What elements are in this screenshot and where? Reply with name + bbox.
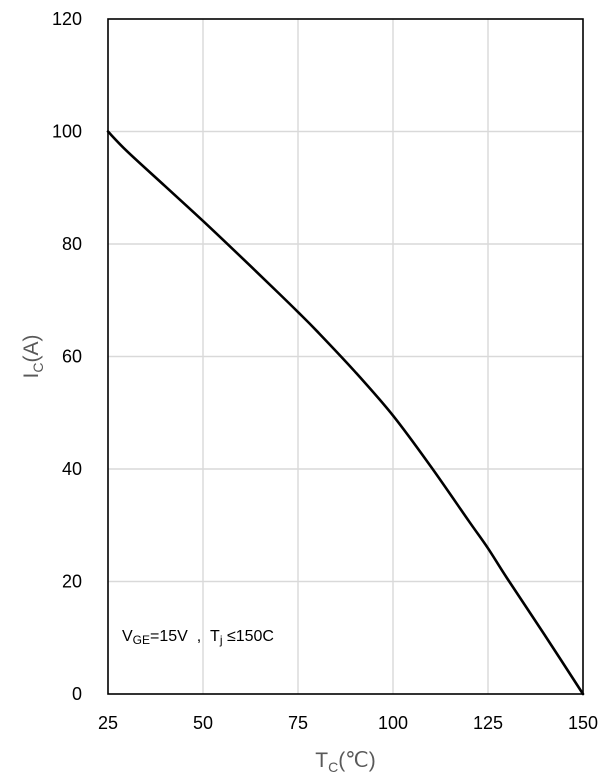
grid-lines (108, 19, 583, 694)
annotation-mid: =15V , T (150, 628, 220, 645)
y-tick-label: 100 (52, 122, 82, 142)
y-axis-title-sub: C (30, 363, 46, 373)
annotation-v: V (122, 628, 133, 645)
x-axis-title-sub: C (328, 759, 338, 775)
x-tick-label: 150 (568, 713, 598, 733)
series-layer (106, 130, 585, 696)
annotation-end: ≤150C (223, 628, 274, 645)
x-axis-title-rest: (℃) (338, 749, 376, 772)
x-axis-title: TC(℃) (315, 749, 376, 775)
x-tick-label: 75 (288, 713, 308, 733)
y-tick-label: 0 (72, 684, 82, 704)
y-tick-label: 20 (62, 572, 82, 592)
y-tick-label: 120 (52, 9, 82, 29)
x-tick-label: 100 (378, 713, 408, 733)
plot-frame (107, 18, 584, 695)
x-axis-title-main: T (315, 749, 328, 772)
x-tick-label: 50 (193, 713, 213, 733)
x-tick-label: 125 (473, 713, 503, 733)
y-tick-label: 80 (62, 234, 82, 254)
x-tick-label: 25 (98, 713, 118, 733)
series-line (106, 130, 585, 696)
y-axis-title: IC(A) (20, 335, 46, 379)
y-axis-title-main: I (20, 373, 43, 379)
annotation-t-sub: j (219, 633, 223, 647)
chart-annotation: VGE=15V , Tj ≤150C (122, 628, 274, 647)
y-tick-label: 40 (62, 459, 82, 479)
tick-labels: 25 50 75 100 125 150 0 20 40 60 80 100 120 (52, 9, 598, 733)
y-tick-label: 60 (62, 347, 82, 367)
y-axis-title-rest: (A) (20, 335, 43, 363)
annotation-v-sub: GE (133, 633, 150, 647)
